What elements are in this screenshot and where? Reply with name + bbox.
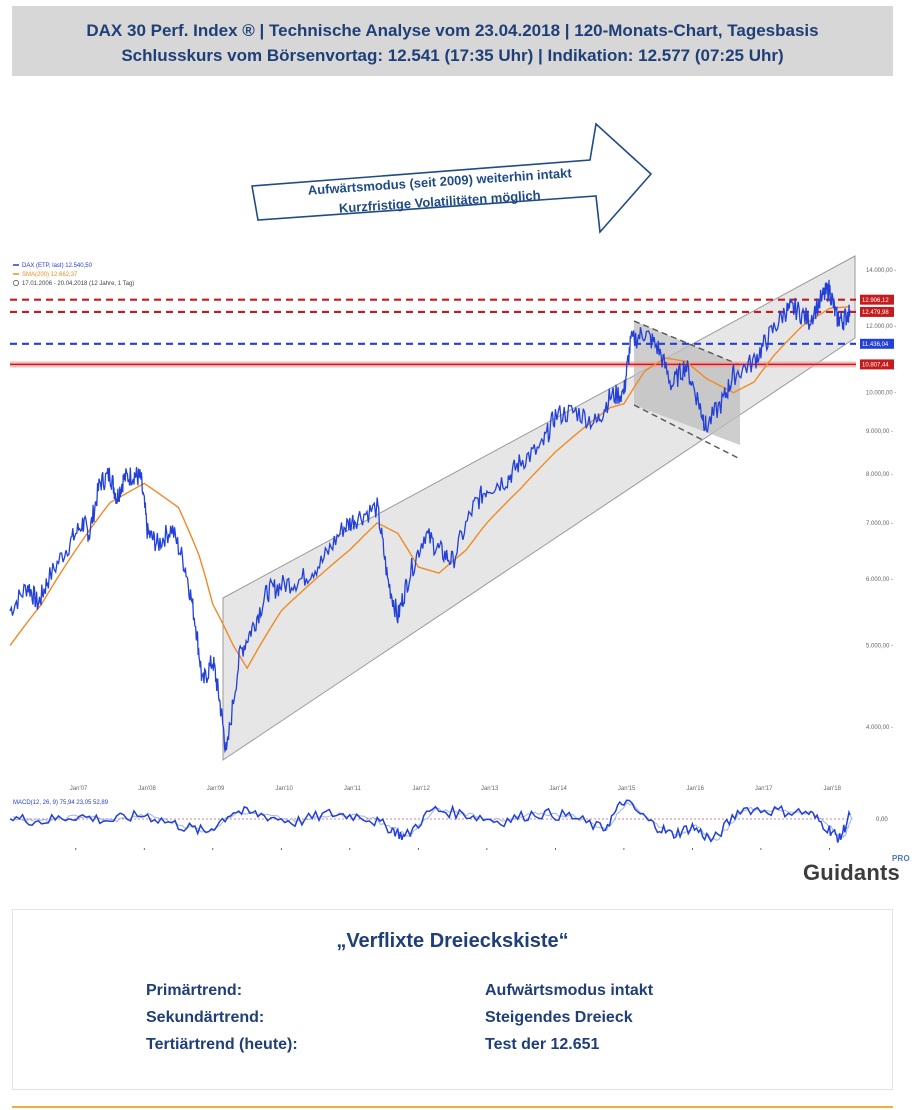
x-tick-label: Jan'15: [618, 786, 636, 792]
trend-value: Steigendes Dreieck: [485, 1009, 633, 1026]
macd-zero-label: 0,00: [876, 817, 888, 823]
x-tick-label: Jan'10: [275, 786, 293, 792]
legend-sma: SMA(200) 12.662,37: [22, 272, 78, 278]
x-tick-label: Jan'09: [207, 786, 225, 792]
legend-dax: DAX (ETP, last) 12.540,50: [22, 263, 93, 269]
brand-tag: PRO: [892, 854, 910, 863]
trend-channel: [222, 255, 856, 761]
level-tag: [860, 338, 894, 349]
trend-value: Aufwärtsmodus intakt: [485, 982, 654, 999]
page-header: DAX 30 Perf. Index ® | Technische Analys…: [12, 6, 893, 76]
summary-box: „Verflixte Dreieckskiste“ Primärtrend: A…: [12, 909, 893, 1090]
clock-icon: [13, 280, 19, 286]
x-tick-label: Jan'13: [481, 786, 499, 792]
level-labels: 12.906,12 12.479,98 11.436,04 10.807,44: [860, 294, 894, 370]
macd-legend: MACD(12, 26, 9) 75,94 23,05 52,89: [13, 800, 109, 806]
wedge-upper-line: [633, 320, 741, 366]
sma-line: [9, 305, 851, 670]
x-tick-label: Jan'12: [412, 786, 430, 792]
y-tick-label: 8.000,00 -: [866, 472, 893, 478]
x-tick-label: Jan'17: [755, 786, 773, 792]
level-tag: [860, 359, 894, 370]
y-tick-label: 4.000,00 -: [866, 725, 893, 731]
summary-title: „Verflixte Dreieckskiste“: [336, 930, 569, 952]
trend-label: Primärtrend:: [146, 982, 243, 999]
macd-x-ticks: [75, 848, 830, 850]
header-line-1: DAX 30 Perf. Index ® | Technische Analys…: [86, 21, 819, 40]
x-tick-label: Jan'11: [344, 786, 362, 792]
x-tick-label: Jan'08: [138, 786, 156, 792]
y-tick-label: 7.000,00 -: [866, 521, 893, 527]
x-tick-label: Jan'07: [70, 786, 88, 792]
horizontal-levels: [10, 298, 856, 368]
guidants-logo: Guidants PRO: [803, 854, 910, 886]
bottom-accent-line: [12, 1106, 893, 1108]
price-line: [9, 279, 851, 754]
level-value: 11.436,04: [862, 342, 889, 348]
y-axis: 14.000,00 - 12.000,00 - 10.000,00 - 9.000,0…: [866, 268, 896, 731]
x-tick-label: Jan'18: [823, 786, 841, 792]
trend-annotation: Aufwärtsmodus (seit 2009) weiterhin inta…: [251, 122, 653, 234]
trend-label: Tertiärtrend (heute):: [146, 1036, 298, 1053]
legend-range: 17.01.2006 - 20.04.2018 (12 Jahre, 1 Tag…: [22, 281, 134, 287]
trend-label: Sekundärtrend:: [146, 1009, 265, 1026]
level-tag: [860, 306, 894, 317]
level-value: 12.479,98: [862, 310, 889, 316]
chart-legend: DAX (ETP, last) 12.540,50 SMA(200) 12.66…: [13, 263, 134, 287]
macd-line: [9, 799, 851, 843]
brand-name: Guidants: [803, 860, 900, 885]
trend-value: Test der 12.651: [485, 1036, 600, 1053]
y-tick-label: 6.000,00 -: [866, 577, 893, 583]
y-tick-label: 5.000,00 -: [866, 644, 893, 650]
y-tick-label: 14.000,00 -: [866, 268, 896, 274]
level-tag: [860, 294, 894, 305]
level-value: 12.906,12: [862, 298, 889, 304]
y-tick-label: 9.000,00 -: [866, 429, 893, 435]
y-tick-label: 10.000,00 -: [866, 391, 896, 397]
x-tick-label: Jan'16: [686, 786, 704, 792]
level-value: 10.807,44: [862, 363, 889, 369]
y-tick-label: 12.000,00 -: [866, 324, 896, 330]
dax-chart: Aufwärtsmodus (seit 2009) weiterhin inta…: [9, 122, 896, 850]
x-axis: Jan'07 Jan'08 Jan'09 Jan'10 Jan'11 Jan'12 Jan'…: [70, 786, 842, 792]
trend-arrow-shape: [251, 122, 653, 234]
x-tick-label: Jan'14: [549, 786, 567, 792]
header-line-2: Schlusskurs vom Börsenvortag: 12.541 (17…: [121, 46, 784, 65]
macd-signal-line: [13, 801, 853, 841]
